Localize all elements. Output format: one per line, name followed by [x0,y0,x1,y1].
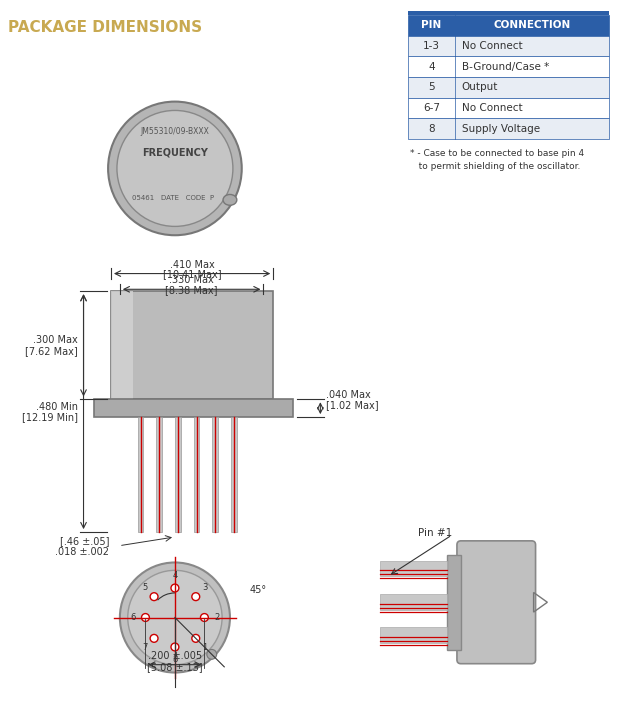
Text: .480 Min: .480 Min [36,402,78,412]
Bar [213,417,218,532]
Text: .410 Max: .410 Max [170,260,214,270]
Text: .200 ±.005: .200 ±.005 [148,651,202,660]
Text: [12.19 Min]: [12.19 Min] [22,413,78,423]
Circle shape [150,634,158,642]
Circle shape [207,650,217,659]
Circle shape [171,584,179,592]
Bar [408,36,609,57]
Text: 6: 6 [130,613,135,622]
Ellipse shape [223,194,237,205]
Text: No Connect: No Connect [462,103,522,113]
Bar [381,594,447,610]
Circle shape [142,613,149,621]
Text: Pin #1: Pin #1 [418,528,452,538]
Bar [111,291,273,399]
Bar [231,417,237,532]
Bar [111,291,133,399]
Text: .330 Max: .330 Max [169,276,214,286]
Text: 4: 4 [172,571,177,580]
Bar [156,417,162,532]
Circle shape [192,634,199,642]
Bar [408,11,609,15]
Text: .300 Max: .300 Max [33,336,78,345]
Bar [175,417,181,532]
Text: B-Ground/Case *: B-Ground/Case * [462,62,549,72]
Text: Output: Output [462,83,498,92]
Text: PACKAGE DIMENSIONS: PACKAGE DIMENSIONS [8,20,202,35]
FancyBboxPatch shape [457,541,535,663]
Text: 4: 4 [428,62,435,72]
Text: 1-3: 1-3 [423,41,440,51]
Text: .018 ±.002: .018 ±.002 [55,547,109,557]
Text: PIN: PIN [421,20,441,30]
Bar [408,57,609,77]
Bar [94,399,293,417]
Circle shape [117,110,233,226]
Text: 5: 5 [428,83,435,92]
Text: 2: 2 [214,613,220,622]
Text: * - Case to be connected to base pin 4: * - Case to be connected to base pin 4 [410,149,584,158]
Circle shape [128,571,222,665]
Text: No Connect: No Connect [462,41,522,51]
Circle shape [201,613,208,621]
Circle shape [120,563,230,673]
Bar [408,98,609,118]
Circle shape [171,643,179,651]
Text: 7: 7 [142,643,148,652]
Text: [10.41 Max]: [10.41 Max] [163,270,221,280]
Text: Supply Voltage: Supply Voltage [462,124,540,133]
Bar [137,417,144,532]
Text: 8: 8 [172,655,177,664]
Circle shape [150,593,158,600]
Text: [7.62 Max]: [7.62 Max] [25,347,78,356]
Text: [.46 ±.05]: [.46 ±.05] [60,536,109,546]
Bar [408,118,609,139]
Bar [381,627,447,643]
Text: 8: 8 [428,124,435,133]
Text: JM55310/09-BXXX: JM55310/09-BXXX [140,127,209,136]
Bar [447,555,461,650]
Text: .040 Max: .040 Max [326,391,371,400]
Text: [5.08 ±.13]: [5.08 ±.13] [147,662,203,671]
Text: 5: 5 [142,583,148,592]
Text: 3: 3 [202,583,208,592]
Bar [408,77,609,98]
Text: FREQUENCY: FREQUENCY [142,148,208,158]
Text: 05461   DATE   CODE  P: 05461 DATE CODE P [132,195,214,201]
Text: 1: 1 [202,643,208,652]
Text: to permit shielding of the oscillator.: to permit shielding of the oscillator. [410,162,580,170]
Text: CONNECTION: CONNECTION [493,20,571,30]
Text: [8.38 Max]: [8.38 Max] [166,285,218,295]
Bar [194,417,199,532]
Text: 6-7: 6-7 [423,103,440,113]
Circle shape [192,593,199,600]
Bar [381,560,447,576]
Text: 45°: 45° [250,585,266,595]
Text: [1.02 Max]: [1.02 Max] [326,400,379,410]
Circle shape [108,102,242,235]
Bar [408,15,609,36]
